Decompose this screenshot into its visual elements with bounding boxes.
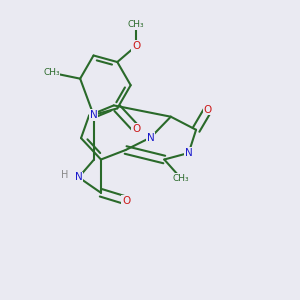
Text: O: O <box>132 124 140 134</box>
Text: CH₃: CH₃ <box>173 174 190 183</box>
Text: N: N <box>75 172 83 182</box>
Text: CH₃: CH₃ <box>43 68 60 77</box>
Text: O: O <box>204 105 212 115</box>
Text: O: O <box>132 41 140 51</box>
Text: N: N <box>90 110 98 120</box>
Text: O: O <box>122 196 130 206</box>
Text: N: N <box>185 148 193 158</box>
Text: N: N <box>147 133 154 142</box>
Text: CH₃: CH₃ <box>128 20 144 29</box>
Text: H: H <box>61 170 68 180</box>
